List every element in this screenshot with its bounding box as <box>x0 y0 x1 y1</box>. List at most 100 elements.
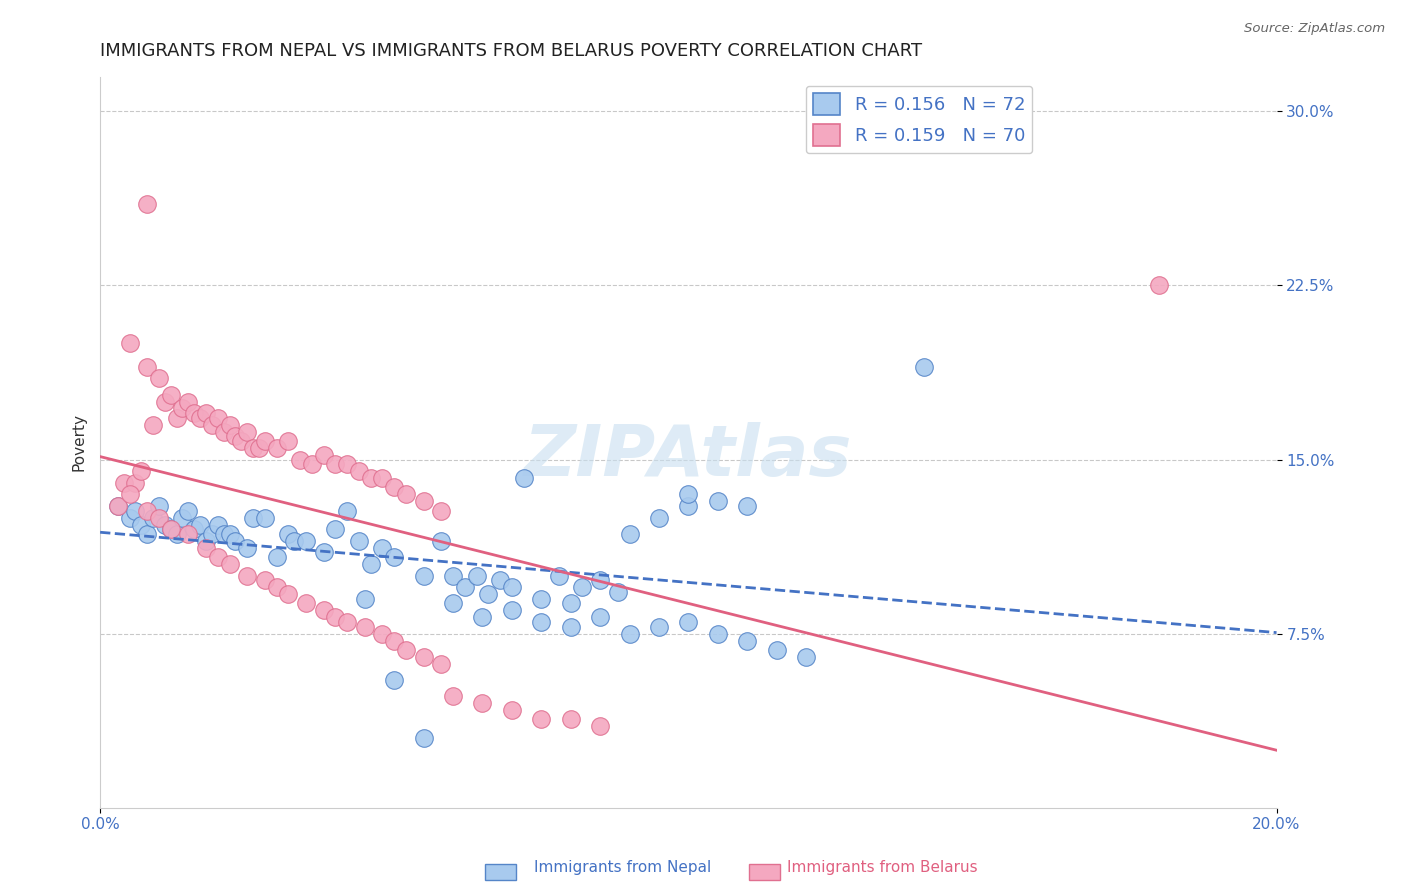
Point <box>166 410 188 425</box>
Point <box>236 541 259 555</box>
Point <box>295 533 318 548</box>
Point <box>648 620 671 634</box>
Point <box>477 587 499 601</box>
Point <box>195 533 218 548</box>
Point <box>336 615 359 629</box>
Point <box>471 696 494 710</box>
Point <box>382 673 405 687</box>
Point <box>360 471 382 485</box>
Point <box>619 626 641 640</box>
Point <box>207 549 229 564</box>
Point <box>412 649 434 664</box>
Point <box>512 471 534 485</box>
Point <box>678 499 700 513</box>
Point <box>589 573 612 587</box>
Point <box>360 557 382 571</box>
Point <box>371 626 394 640</box>
Point <box>1147 278 1170 293</box>
Point <box>288 452 311 467</box>
Point <box>188 410 211 425</box>
Point <box>118 336 141 351</box>
Point <box>589 719 612 733</box>
Point <box>172 401 194 416</box>
Point <box>706 626 728 640</box>
Point <box>706 494 728 508</box>
Point <box>218 417 240 432</box>
Point <box>277 587 299 601</box>
Point <box>430 533 453 548</box>
Point <box>136 359 159 374</box>
Point <box>124 475 146 490</box>
Point <box>312 545 335 559</box>
Point <box>353 620 375 634</box>
Point <box>560 620 582 634</box>
Point <box>794 649 817 664</box>
Point <box>266 549 288 564</box>
Point <box>277 526 299 541</box>
Point <box>195 541 218 555</box>
Point <box>589 610 612 624</box>
Point <box>201 526 224 541</box>
Point <box>501 603 523 617</box>
Point <box>242 510 264 524</box>
Point <box>412 731 434 745</box>
Text: Immigrants from Belarus: Immigrants from Belarus <box>787 861 979 875</box>
Point <box>153 517 176 532</box>
Point <box>231 434 253 448</box>
Point <box>347 533 370 548</box>
Point <box>112 475 135 490</box>
Y-axis label: Poverty: Poverty <box>72 413 86 471</box>
Point <box>177 526 200 541</box>
Point <box>148 499 170 513</box>
Point <box>501 580 523 594</box>
Point <box>395 487 418 501</box>
Point <box>131 464 153 478</box>
Point <box>136 526 159 541</box>
Point <box>735 633 758 648</box>
Point <box>530 615 553 629</box>
Point <box>142 510 165 524</box>
Point <box>283 533 305 548</box>
Point <box>207 517 229 532</box>
Point <box>159 522 181 536</box>
Point <box>107 499 129 513</box>
Point <box>441 690 464 704</box>
Point <box>395 643 418 657</box>
Point <box>295 597 318 611</box>
Point <box>382 480 405 494</box>
Point <box>336 503 359 517</box>
Point <box>159 387 181 401</box>
Point <box>183 406 205 420</box>
Point <box>124 503 146 517</box>
Point <box>501 703 523 717</box>
Point <box>177 503 200 517</box>
Point <box>224 429 246 443</box>
Point <box>118 487 141 501</box>
Point <box>201 417 224 432</box>
Point <box>606 584 628 599</box>
Point <box>177 394 200 409</box>
Point <box>371 471 394 485</box>
Point <box>353 591 375 606</box>
Point <box>382 549 405 564</box>
Point <box>312 603 335 617</box>
Point <box>347 464 370 478</box>
Point <box>312 448 335 462</box>
Point <box>148 371 170 385</box>
Point <box>560 597 582 611</box>
Text: IMMIGRANTS FROM NEPAL VS IMMIGRANTS FROM BELARUS POVERTY CORRELATION CHART: IMMIGRANTS FROM NEPAL VS IMMIGRANTS FROM… <box>100 42 922 60</box>
Point <box>172 510 194 524</box>
Point <box>412 568 434 582</box>
Point <box>166 526 188 541</box>
Point <box>571 580 593 594</box>
Point <box>530 713 553 727</box>
Point <box>136 197 159 211</box>
Point <box>765 643 787 657</box>
Point <box>188 517 211 532</box>
Point <box>430 503 453 517</box>
Point <box>107 499 129 513</box>
Point <box>136 503 159 517</box>
Point <box>619 526 641 541</box>
Point <box>153 394 176 409</box>
Point <box>325 522 347 536</box>
